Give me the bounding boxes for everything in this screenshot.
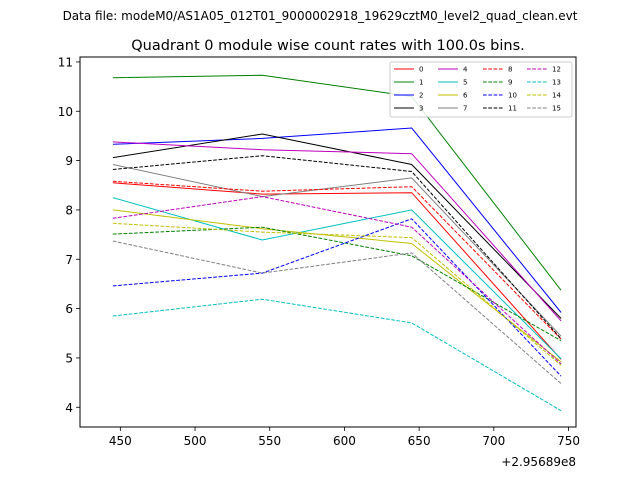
figure-suptitle: Data file: modeM0/AS1A05_012T01_90000029…	[63, 9, 578, 23]
series-line-3	[112, 133, 562, 319]
series-line-8	[112, 180, 562, 340]
series-line-4	[112, 141, 562, 322]
x-axis: 450 500 550 600 650 700 750	[109, 427, 580, 448]
chart-title: Quadrant 0 module wise count rates with …	[131, 38, 525, 54]
series-line-14	[112, 222, 562, 366]
series-line-13	[112, 298, 562, 412]
legend-box	[389, 61, 573, 118]
y-tick-label: 10	[58, 105, 73, 119]
legend-label-3: 3	[419, 105, 423, 113]
series-line-11	[112, 155, 562, 340]
legend-label-9: 9	[508, 79, 512, 87]
series-line-2	[112, 127, 562, 313]
legend-label-0: 0	[419, 66, 423, 74]
series-line-12	[112, 196, 562, 365]
legend-label-12: 12	[552, 66, 561, 74]
legend-label-10: 10	[508, 92, 517, 100]
x-tick-label: 450	[109, 434, 132, 448]
x-tick-label: 600	[333, 434, 356, 448]
series-line-7	[112, 164, 562, 337]
legend-label-1: 1	[419, 79, 423, 87]
y-tick-label: 9	[65, 154, 73, 168]
legend-label-6: 6	[463, 92, 468, 100]
y-tick-label: 8	[65, 203, 73, 217]
x-tick-label: 650	[408, 434, 431, 448]
series-line-5	[112, 197, 562, 360]
x-tick-label: 750	[557, 434, 580, 448]
y-tick-label: 7	[65, 253, 73, 267]
legend-label-13: 13	[552, 79, 561, 87]
legend-label-4: 4	[463, 66, 468, 74]
x-tick-label: 500	[184, 434, 207, 448]
series-line-15	[112, 240, 562, 384]
series-line-6	[112, 209, 562, 363]
legend-label-14: 14	[552, 92, 561, 100]
legend-label-5: 5	[463, 79, 467, 87]
x-tick-label: 700	[482, 434, 505, 448]
axes-frame	[79, 56, 577, 428]
series-line-1	[112, 74, 562, 291]
legend-label-15: 15	[552, 105, 561, 113]
series-line-10	[112, 218, 562, 377]
series-layer	[112, 74, 562, 412]
legend-label-8: 8	[508, 66, 512, 74]
legend-label-2: 2	[419, 92, 423, 100]
y-tick-label: 4	[65, 401, 73, 415]
y-axis: 4 5 6 7 8 9 10 11	[58, 55, 80, 415]
legend-label-11: 11	[508, 105, 517, 113]
y-tick-label: 11	[58, 55, 73, 69]
series-line-0	[112, 182, 562, 360]
series-line-9	[112, 226, 562, 342]
legend-label-7: 7	[463, 105, 467, 113]
y-tick-label: 5	[65, 351, 73, 365]
y-tick-label: 6	[65, 302, 73, 316]
x-offset-label: +2.95689e8	[501, 455, 576, 469]
x-tick-label: 550	[258, 434, 281, 448]
